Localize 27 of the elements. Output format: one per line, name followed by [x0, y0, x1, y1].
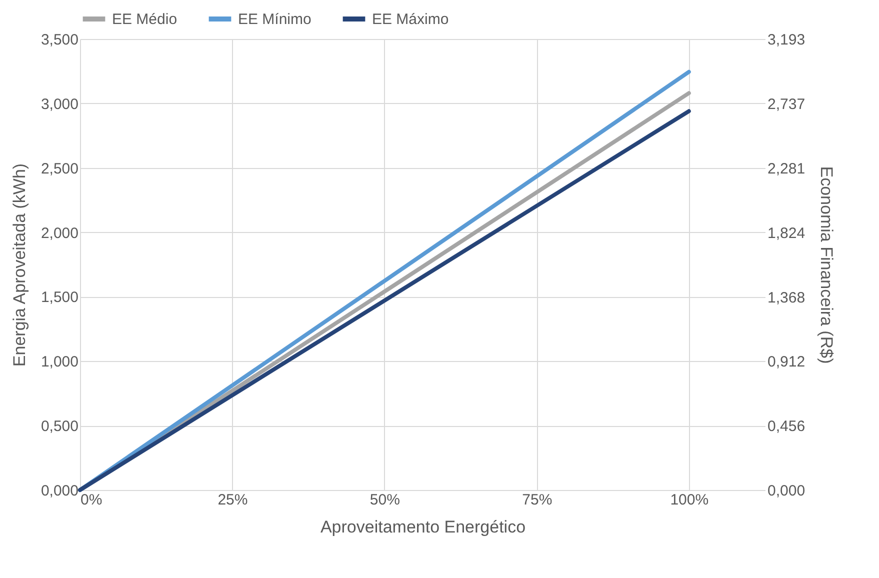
y-tick-label: 0,000: [40, 482, 78, 500]
y2-axis-title: Economia Financeira (R$): [817, 166, 836, 364]
x-tick-label: 75%: [522, 492, 552, 508]
y2-tick-label: 0,000: [768, 482, 806, 500]
y2-tick-label: 1,368: [768, 289, 806, 306]
legend-label: EE Médio: [112, 11, 178, 28]
y2-tick-label: 2,737: [768, 96, 806, 113]
x-tick-label: 100%: [670, 492, 709, 508]
x-tick-label: 0%: [80, 492, 102, 508]
y-tick-label: 1,000: [40, 354, 78, 371]
legend-label: EE Máximo: [372, 11, 449, 28]
y-tick-label: 1,500: [40, 289, 78, 306]
x-tick-label: 25%: [218, 492, 248, 508]
y2-tick-label: 1,824: [768, 224, 806, 242]
y-tick-label: 2,000: [40, 224, 78, 242]
x-axis-title: Aproveitamento Energético: [320, 518, 526, 536]
y-tick-label: 3,500: [40, 32, 78, 48]
legend-label: EE Mínimo: [238, 11, 312, 28]
y2-tick-label: 0,456: [768, 418, 806, 436]
y2-tick-label: 3,193: [768, 32, 806, 48]
y2-tick-label: 0,912: [768, 354, 806, 371]
y-tick-label: 0,500: [40, 418, 78, 436]
x-tick-label: 50%: [370, 492, 400, 508]
y-tick-label: 3,000: [40, 96, 78, 113]
y2-tick-label: 2,281: [768, 160, 806, 178]
y-tick-label: 2,500: [40, 160, 78, 178]
y-axis-title: Energia Aproveitada (kWh): [10, 163, 29, 367]
